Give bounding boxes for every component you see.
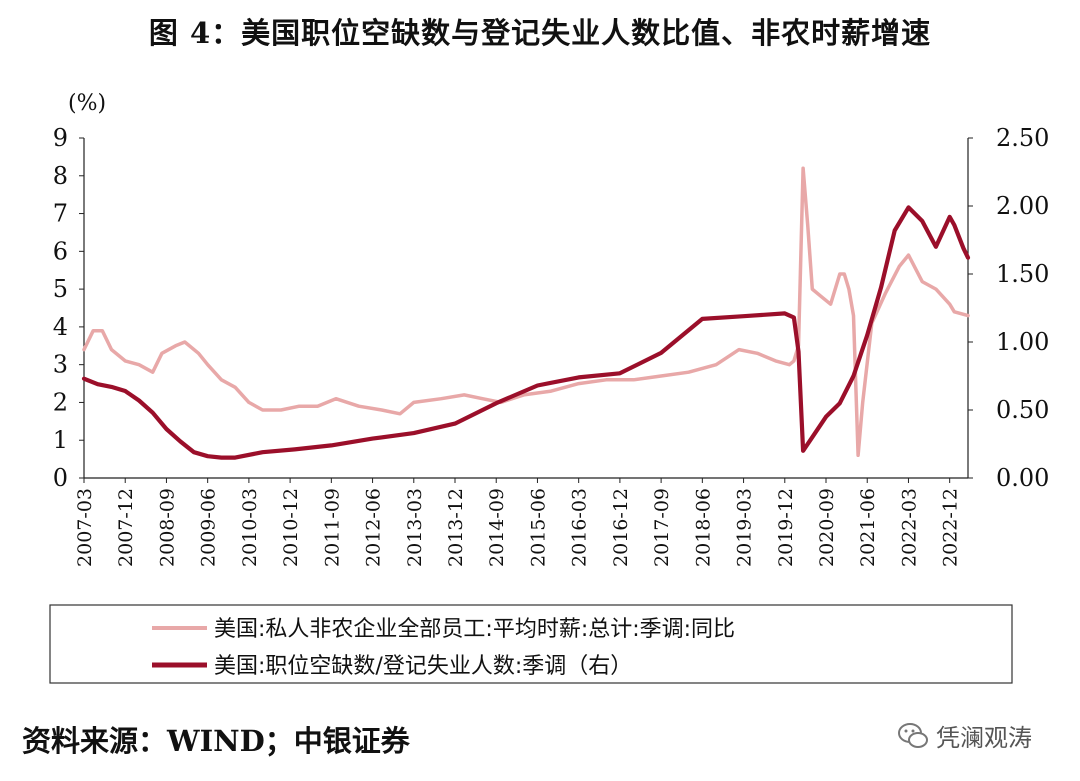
watermark-label: 凭澜观涛: [936, 724, 1032, 752]
chart-legend: 美国:私人非农企业全部员工:平均时薪:总计:季调:同比美国:职位空缺数/登记失业…: [49, 604, 1013, 684]
left-tick-label: 0: [53, 464, 68, 492]
x-tick-label: 2012-06: [363, 488, 385, 567]
chart-series: [81, 166, 971, 460]
left-tick-label: 6: [53, 237, 68, 265]
x-tick-label: 2020-09: [816, 488, 838, 567]
x-tick-label: 2013-12: [445, 488, 467, 567]
x-tick-label: 2017-09: [651, 488, 673, 567]
x-tick-label: 2021-06: [857, 488, 879, 567]
left-axis-unit: (%): [68, 91, 106, 116]
right-tick-label: 2.50: [996, 124, 1049, 152]
right-tick-label: 0.00: [996, 464, 1049, 492]
left-tick-label: 5: [53, 275, 68, 303]
x-tick-label: 2007-03: [74, 488, 96, 567]
right-tick-label: 1.00: [996, 328, 1049, 356]
x-tick-label: 2014-09: [486, 488, 508, 567]
left-tick-label: 2: [53, 388, 68, 416]
legend-label-1: 美国:私人非农企业全部员工:平均时薪:总计:季调:同比: [214, 617, 735, 642]
left-tick-label: 7: [53, 200, 68, 228]
right-tick-label: 1.50: [996, 260, 1049, 288]
x-tick-label: 2018-06: [692, 488, 714, 567]
left-tick-label: 1: [53, 426, 68, 454]
x-tick-label: 2010-12: [280, 488, 302, 567]
x-tick-label: 2013-03: [404, 488, 426, 567]
series-line-1: [82, 166, 970, 458]
series-line-2: [81, 205, 971, 460]
left-tick-label: 4: [53, 313, 68, 341]
left-tick-label: 3: [53, 351, 68, 379]
x-tick-label: 2019-12: [775, 488, 797, 567]
legend-box: [49, 604, 1013, 684]
x-tick-label: 2016-12: [610, 488, 632, 567]
x-tick-label: 2019-03: [734, 488, 756, 567]
x-tick-label: 2007-12: [115, 488, 137, 567]
chart-axes: 0 1 2 3 4 5 6 7 8 9(%) 0.00 0.50 1.00 1.50 2.00 2.50 200…: [53, 91, 1050, 567]
page-title: 图 4：美国职位空缺数与登记失业人数比值、非农时薪增速: [148, 16, 932, 50]
x-tick-label: 2008-09: [156, 488, 178, 567]
x-tick-label: 2015-06: [527, 488, 549, 567]
left-tick-label: 8: [53, 162, 68, 190]
x-tick-label: 2010-03: [239, 488, 261, 567]
x-tick-label: 2009-06: [198, 488, 220, 567]
x-tick-label: 2016-03: [569, 488, 591, 567]
x-tick-label: 2022-03: [898, 488, 920, 567]
right-tick-label: 2.00: [996, 192, 1049, 220]
source-note: 资料来源：WIND；中银证券: [22, 724, 410, 758]
wechat-icon: [898, 722, 928, 748]
right-tick-label: 0.50: [996, 396, 1049, 424]
legend-label-2: 美国:职位空缺数/登记失业人数:季调（右）: [214, 654, 632, 679]
x-tick-label: 2022-12: [940, 488, 962, 567]
x-tick-label: 2011-09: [321, 488, 343, 567]
left-tick-label: 9: [53, 124, 68, 152]
watermark: 凭澜观涛: [896, 718, 1032, 753]
